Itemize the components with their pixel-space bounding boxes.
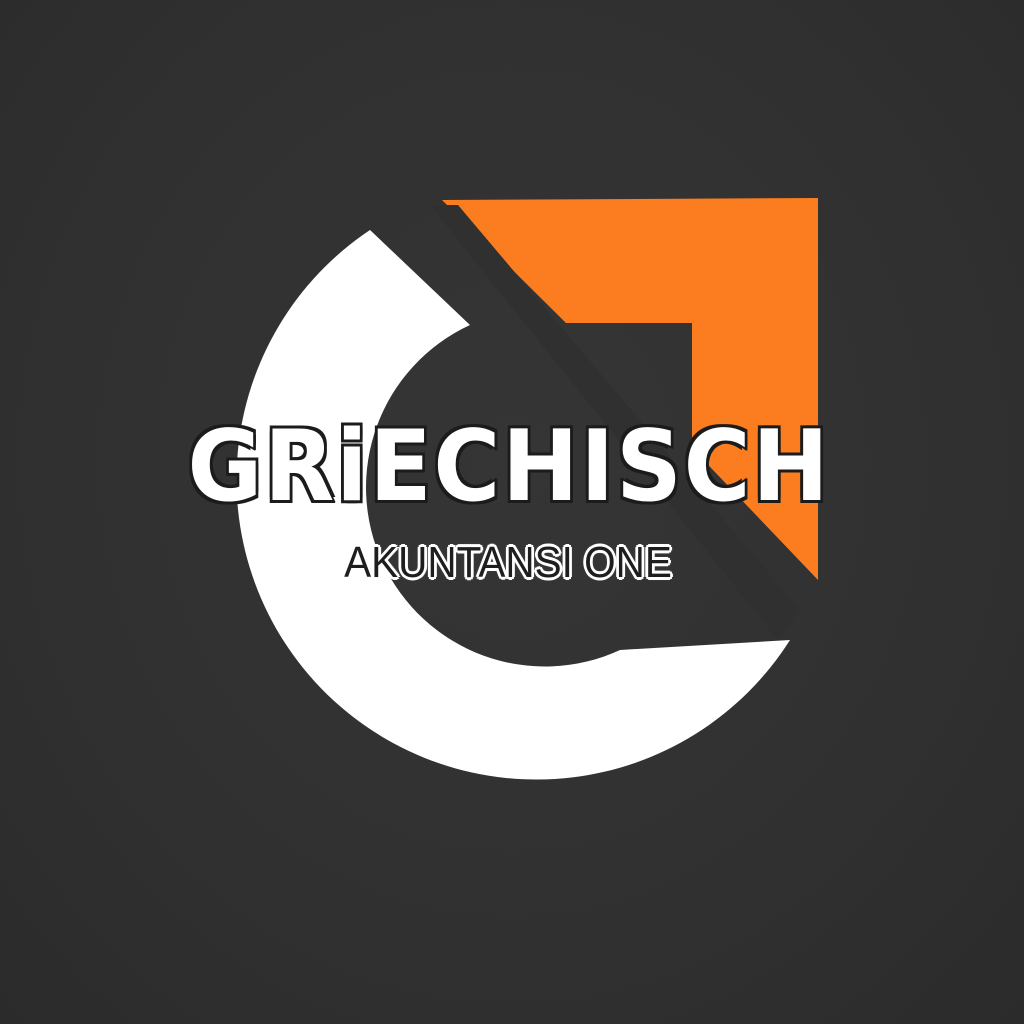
tagline-text: AKUNTANSI ONE xyxy=(344,538,672,587)
orange-arrow-shape xyxy=(442,198,818,580)
tagline: AKUNTANSI ONE xyxy=(37,541,979,585)
diagonal-gap xyxy=(430,205,800,640)
white-g-ring xyxy=(236,230,790,780)
brand-name: GRiECHISCH xyxy=(186,410,831,524)
